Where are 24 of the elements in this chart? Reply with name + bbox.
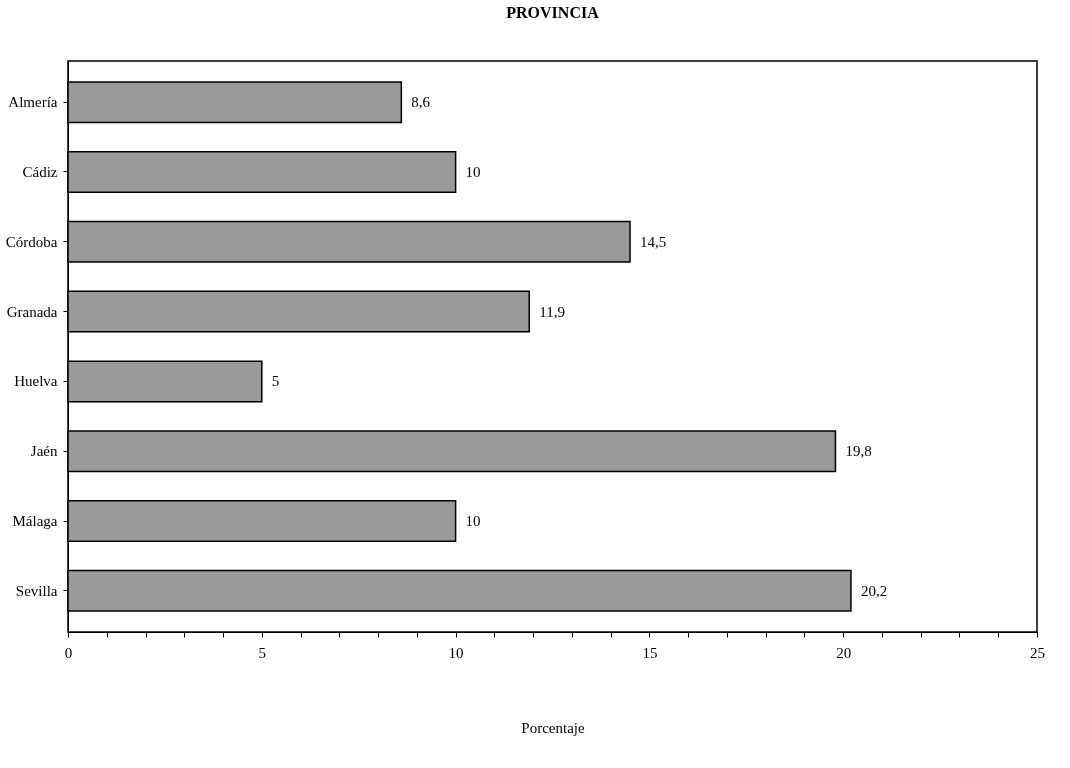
x-tick-label: 10 — [448, 644, 464, 661]
data-label: 20,2 — [860, 582, 888, 599]
x-tick-label: 0 — [64, 644, 73, 661]
x-tick-label: 15 — [642, 644, 658, 661]
y-tick-label: Málaga — [12, 513, 58, 530]
x-tick-label: 25 — [1030, 644, 1045, 661]
y-tick-label: Cádiz — [22, 163, 58, 180]
chart-title: PROVINCIA — [506, 4, 600, 21]
data-label: 10 — [465, 513, 481, 530]
data-label: 10 — [465, 163, 481, 180]
data-label: 8,6 — [411, 94, 431, 111]
y-tick-label: Córdoba — [5, 233, 58, 250]
x-axis-title: Porcentaje — [521, 719, 585, 736]
y-tick-label: Granada — [6, 303, 58, 320]
y-tick-label: Huelva — [14, 373, 58, 390]
y-tick-label: Almería — [8, 94, 58, 111]
data-label: 14,5 — [640, 233, 667, 250]
y-tick-label: Jaén — [30, 443, 58, 460]
x-tick-label: 5 — [258, 644, 267, 661]
y-tick-label: Sevilla — [15, 582, 58, 599]
data-label: 19,8 — [845, 443, 872, 460]
data-label: 11,9 — [539, 303, 565, 320]
data-label: 5 — [271, 373, 280, 390]
x-tick-label: 20 — [836, 644, 852, 661]
